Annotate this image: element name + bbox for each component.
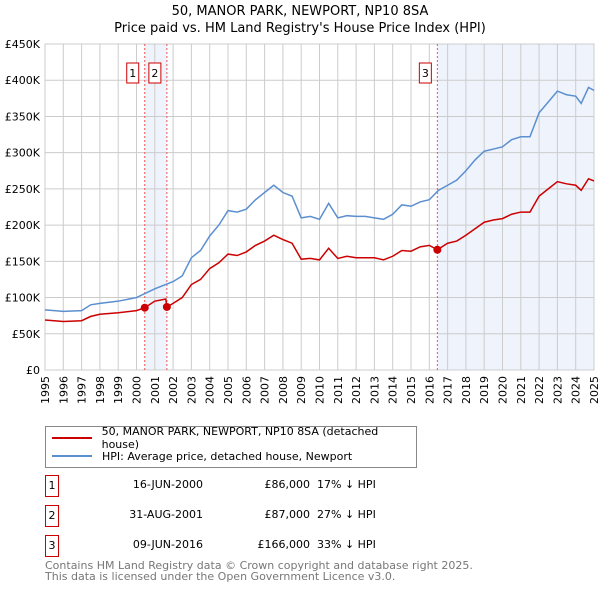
x-tick-label: 2006 (240, 376, 253, 404)
sale-hpi: 27% ↓ HPI (317, 508, 376, 521)
sale-row: 2 31-AUG-2001 £87,000 27% ↓ HPI (45, 505, 445, 527)
x-tick-label: 2021 (515, 376, 528, 404)
y-tick-label: £350K (5, 110, 41, 123)
sale-row: 3 09-JUN-2016 £166,000 33% ↓ HPI (45, 535, 445, 557)
legend: 50, MANOR PARK, NEWPORT, NP10 8SA (detac… (45, 425, 417, 468)
x-tick-label: 2018 (460, 376, 473, 404)
x-tick-label: 2020 (497, 376, 510, 404)
x-tick-label: 2024 (570, 376, 583, 404)
x-tick-label: 2023 (551, 376, 564, 404)
x-tick-label: 2002 (167, 376, 180, 404)
y-tick-label: £0 (26, 364, 40, 377)
x-tick-label: 2013 (368, 376, 381, 404)
shaded-region (437, 44, 594, 370)
x-tick-label: 2022 (533, 376, 546, 404)
chart-title: 50, MANOR PARK, NEWPORT, NP10 8SA (171, 4, 429, 19)
plot-frame (44, 43, 595, 371)
y-tick-label: £100K (5, 292, 41, 305)
chart-subtitle: Price paid vs. HM Land Registry's House … (114, 21, 486, 36)
x-tick-label: 2019 (478, 376, 491, 404)
sale-point (140, 303, 149, 312)
sale-hpi: 33% ↓ HPI (317, 538, 376, 551)
x-tick-label: 2025 (588, 376, 600, 404)
sale-marker-label: 3 (45, 535, 59, 557)
y-tick-label: £200K (5, 219, 41, 232)
x-tick-label: 2012 (350, 376, 363, 404)
sale-row: 1 16-JUN-2000 £86,000 17% ↓ HPI (45, 475, 445, 497)
legend-swatch-hpi (52, 455, 92, 457)
x-tick-label: 1998 (94, 376, 107, 404)
x-tick-label: 2001 (149, 376, 162, 404)
x-tick-label: 1999 (112, 376, 125, 404)
sale-marker-box (126, 62, 140, 84)
sale-point (433, 245, 442, 254)
y-tick-label: £300K (5, 147, 41, 160)
x-tick-label: 1996 (57, 376, 70, 404)
sale-date: 09-JUN-2016 (132, 538, 203, 551)
sale-marker-label: 2 (151, 67, 158, 80)
y-tick-label: £150K (5, 255, 41, 268)
hpi-line (44, 86, 595, 313)
y-tick-label: £50K (12, 328, 41, 341)
y-tick-label: £400K (5, 74, 41, 87)
x-tick-label: 2016 (423, 376, 436, 404)
sale-hpi: 17% ↓ HPI (317, 478, 376, 491)
shaded-region (144, 44, 167, 370)
y-tick-label: £250K (5, 183, 41, 196)
x-tick-label: 2007 (259, 376, 272, 404)
x-tick-label: 2000 (131, 376, 144, 404)
footer-line-1: Contains HM Land Registry data © Crown c… (45, 559, 473, 572)
x-tick-label: 1997 (76, 376, 89, 404)
sale-point (162, 302, 171, 311)
x-tick-label: 2008 (277, 376, 290, 404)
x-tick-label: 2004 (204, 376, 217, 404)
sale-marker-label: 1 (45, 475, 59, 497)
sale-marker-label: 3 (422, 67, 429, 80)
x-tick-label: 2003 (185, 376, 198, 404)
x-tick-label: 2014 (387, 376, 400, 404)
x-tick-label: 2011 (332, 376, 345, 404)
sale-date: 31-AUG-2001 (129, 508, 203, 521)
plot-area: 1995 1996 1997 1998 1999 2000 2001 2002 2003 2004… (5, 38, 600, 404)
y-tick-label: £450K (5, 38, 41, 51)
x-tick-label: 2015 (405, 376, 418, 404)
legend-swatch-property (52, 437, 92, 439)
x-tick-label: 2005 (222, 376, 235, 404)
x-tick-label: 2009 (295, 376, 308, 404)
x-tick-label: 2010 (314, 376, 327, 404)
sale-marker-box (148, 62, 162, 84)
legend-label-hpi: HPI: Average price, detached house, Newp… (102, 449, 353, 463)
sale-marker-label: 1 (129, 67, 136, 80)
footer-line-2: This data is licensed under the Open Gov… (45, 570, 396, 583)
sale-marker-label: 2 (45, 505, 59, 527)
x-tick-label: 1995 (39, 376, 52, 404)
sale-price: £87,000 (264, 508, 311, 521)
sale-price: £86,000 (264, 478, 311, 491)
x-tick-label: 2017 (442, 376, 455, 404)
footer: Contains HM Land Registry data © Crown c… (45, 560, 473, 582)
sale-price: £166,000 (257, 538, 311, 551)
sale-marker-box (418, 62, 432, 84)
sale-date: 16-JUN-2000 (132, 478, 203, 491)
legend-label-property: 50, MANOR PARK, NEWPORT, NP10 8SA (detac… (101, 425, 379, 451)
